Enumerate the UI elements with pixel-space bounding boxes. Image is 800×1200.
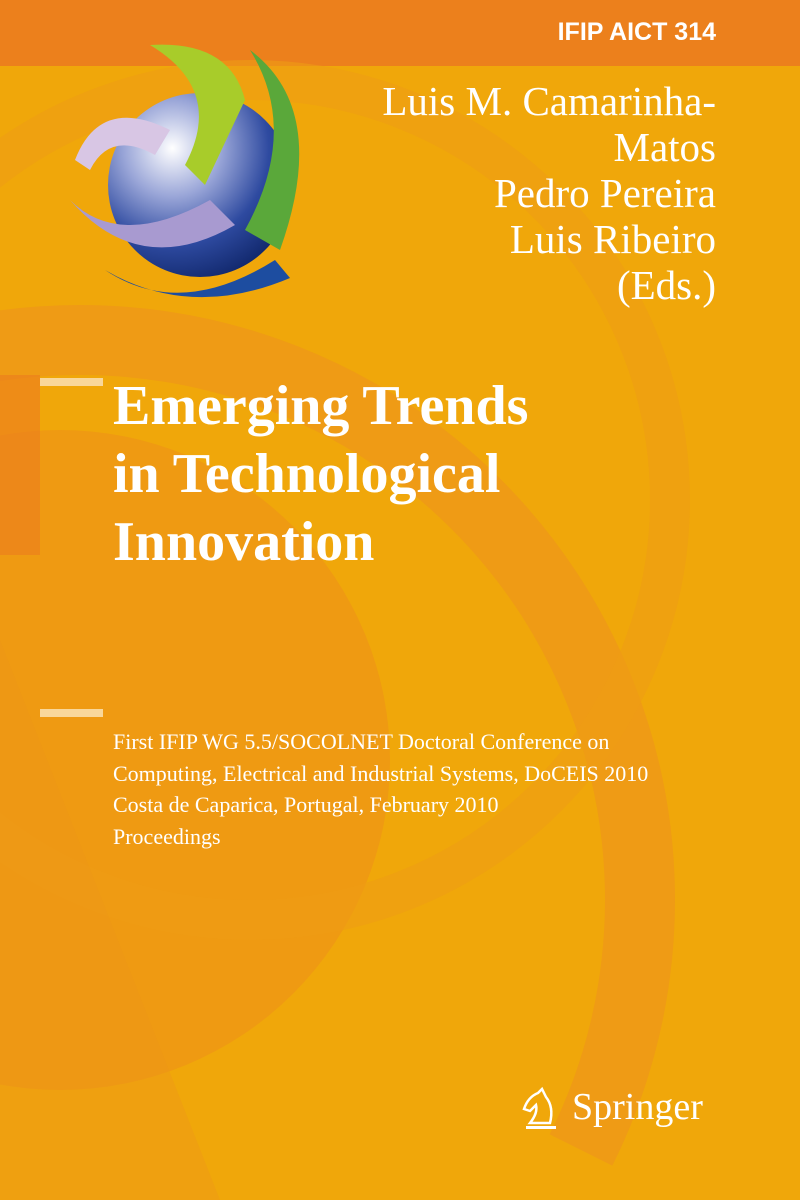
editor-line: Luis M. Camarinha-	[382, 78, 716, 124]
book-subtitle: First IFIP WG 5.5/SOCOLNET Doctoral Conf…	[113, 726, 648, 852]
subtitle-line: Computing, Electrical and Industrial Sys…	[113, 760, 649, 786]
editor-line: Matos	[613, 124, 717, 170]
subtitle-line: First IFIP WG 5.5/SOCOLNET Doctoral Conf…	[113, 729, 610, 754]
subtitle-line: Proceedings	[113, 823, 221, 849]
editor-line: Luis Ribeiro	[509, 216, 716, 262]
subtitle-line: Costa de Caparica, Portugal, February 20…	[113, 792, 499, 817]
globe-logo	[70, 44, 300, 298]
publisher-logo: Springer	[520, 1083, 703, 1131]
series-label: IFIP AICT 314	[557, 18, 716, 46]
title-line: Innovation	[113, 511, 375, 573]
divider-dash	[40, 709, 103, 717]
knight-horse-icon	[522, 1086, 556, 1129]
title-line: in Technological	[113, 443, 501, 505]
editor-line: (Eds.)	[616, 262, 716, 308]
book-title: Emerging Trends in Technological Innovat…	[113, 372, 528, 576]
publisher-name: Springer	[572, 1086, 703, 1128]
divider-dash	[40, 378, 103, 386]
editor-line: Pedro Pereira	[494, 170, 716, 216]
title-line: Emerging Trends	[113, 375, 529, 437]
editors-list: Luis M. Camarinha- Matos Pedro Pereira L…	[382, 78, 716, 308]
